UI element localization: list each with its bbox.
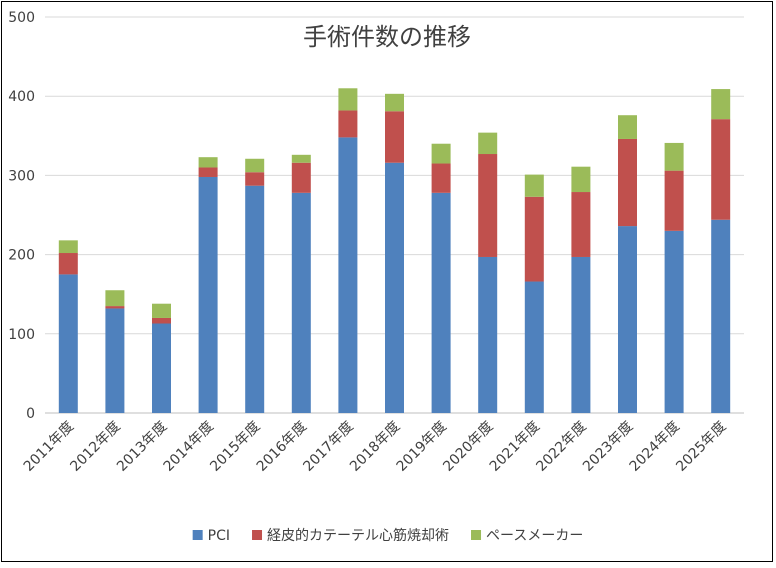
bar-segment <box>524 281 544 413</box>
bar-segment <box>478 256 498 413</box>
x-tick-label: 2023年度 <box>580 419 636 475</box>
legend-swatch <box>471 530 482 540</box>
bar-segment <box>152 303 171 318</box>
bar-segment <box>711 89 731 120</box>
chart-title: 手術件数の推移 <box>303 23 471 51</box>
bar-segment <box>58 240 78 254</box>
bars <box>58 88 731 413</box>
x-tick-label: 2017年度 <box>300 419 356 475</box>
bar-segment <box>711 219 731 413</box>
bar-segment <box>338 110 358 138</box>
bar-segment <box>105 308 125 413</box>
bar-segment <box>711 119 731 220</box>
bar-segment <box>571 166 591 193</box>
bar-segment <box>524 174 544 197</box>
y-tick-label: 100 <box>8 327 35 343</box>
y-tick-label: 300 <box>8 168 35 184</box>
bar-segment <box>105 306 125 309</box>
x-tick-label: 2014年度 <box>161 419 217 475</box>
y-axis-ticks: 0 100 200 300 400 500 <box>8 10 35 422</box>
y-tick-label: 0 <box>26 406 35 422</box>
y-tick-label: 500 <box>8 10 35 26</box>
x-tick-label: 2015年度 <box>207 419 263 475</box>
x-axis-ticks: 2011年度2012年度2013年度2014年度2015年度2016年度2017… <box>21 419 730 475</box>
bar-segment <box>105 290 125 307</box>
x-tick-label: 2013年度 <box>114 419 170 475</box>
bar-segment <box>664 170 684 231</box>
bar-segment <box>385 162 404 413</box>
bar-segment <box>198 167 218 177</box>
bar-segment <box>478 132 498 155</box>
bar-segment <box>245 172 265 186</box>
bar-segment <box>431 143 451 164</box>
legend-label: ペースメーカー <box>486 528 583 544</box>
legend-label: PCI <box>208 528 230 544</box>
bar-segment <box>478 154 498 257</box>
bar-segment <box>385 111 404 163</box>
bar-segment <box>618 226 637 413</box>
bar-segment <box>664 142 684 171</box>
x-tick-label: 2019年度 <box>394 419 450 475</box>
bar-segment <box>198 176 218 413</box>
bar-segment <box>385 93 404 112</box>
x-tick-label: 2025年度 <box>673 419 729 475</box>
y-tick-label: 200 <box>8 248 35 264</box>
bar-segment <box>58 253 78 275</box>
bar-segment <box>245 158 265 173</box>
x-tick-label: 2018年度 <box>347 419 403 475</box>
bar-segment <box>152 323 171 413</box>
bar-segment <box>571 256 591 413</box>
bar-segment <box>245 185 265 413</box>
x-tick-label: 2011年度 <box>21 419 77 475</box>
x-tick-label: 2016年度 <box>254 419 310 475</box>
x-tick-label: 2021年度 <box>487 419 543 475</box>
x-tick-label: 2012年度 <box>67 419 123 475</box>
bar-segment <box>618 138 637 227</box>
bar-segment <box>431 163 451 193</box>
legend-swatch <box>192 530 203 540</box>
bar-segment <box>571 192 591 257</box>
bar-segment <box>338 137 358 413</box>
bar-segment <box>58 274 78 413</box>
y-tick-label: 400 <box>8 89 35 105</box>
bar-segment <box>152 317 171 324</box>
bar-segment <box>524 196 544 282</box>
bar-segment <box>431 192 451 413</box>
bar-segment <box>291 162 311 193</box>
x-tick-label: 2020年度 <box>440 419 496 475</box>
x-tick-label: 2022年度 <box>533 419 589 475</box>
x-tick-label: 2024年度 <box>627 419 683 475</box>
legend: PCI 経皮的カテーテル心筋焼却術 ペースメーカー <box>192 527 583 544</box>
legend-swatch <box>252 530 263 540</box>
bar-segment <box>291 154 311 163</box>
bar-segment <box>664 230 684 413</box>
bar-segment <box>338 88 358 111</box>
bar-segment <box>618 115 637 139</box>
bar-segment <box>291 192 311 413</box>
bar-segment <box>198 157 218 168</box>
legend-label: 経皮的カテーテル心筋焼却術 <box>267 527 449 544</box>
